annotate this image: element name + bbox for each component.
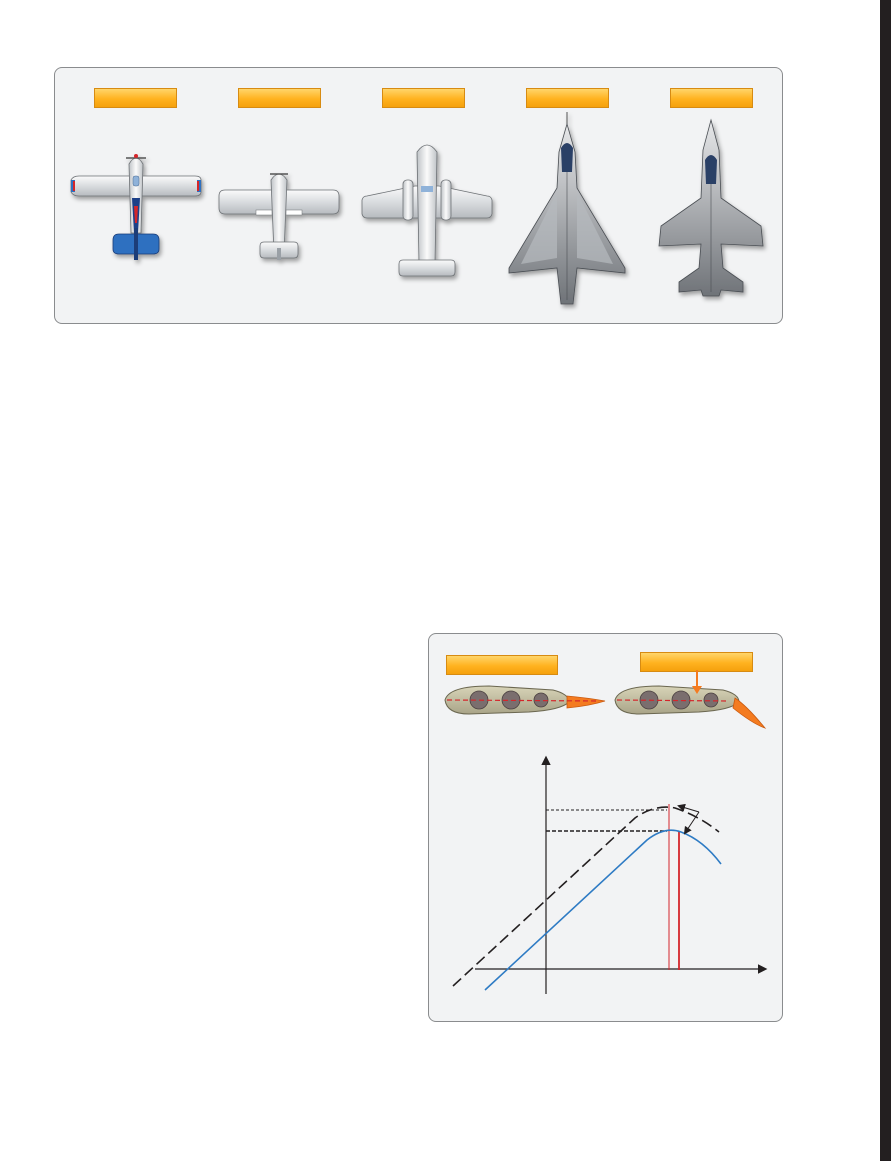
airfoil-flap-extended-icon — [614, 670, 767, 729]
aircraft-label-5 — [670, 88, 753, 108]
lift-curve-flaps-extended — [452, 806, 720, 987]
aircraft-label-2 — [238, 88, 321, 108]
lift-curve-chart — [444, 670, 768, 994]
airfoil-flap-retracted-icon — [444, 685, 606, 715]
twin-jet-straight-wing-icon — [361, 144, 493, 277]
flap-lift-figure — [428, 633, 783, 1022]
page-edge-bar — [880, 0, 891, 1161]
peak-pointer-2 — [683, 811, 700, 835]
swept-wing-fighter-icon — [658, 118, 764, 297]
high-wing-cessna-icon — [218, 173, 340, 260]
aircraft-label-4 — [526, 88, 609, 108]
peak-pointer-1 — [677, 803, 700, 813]
aircraft-drawings — [70, 112, 764, 305]
lift-curve-flaps-retracted — [484, 829, 722, 991]
aircraft-label-1 — [94, 88, 177, 108]
aircraft-label-3 — [382, 88, 465, 108]
wing-planform-figure — [54, 67, 783, 324]
airfoil-label-retracted — [446, 655, 558, 675]
straight-wing-taildragger-icon — [70, 154, 202, 260]
delta-wing-jet-icon — [508, 112, 626, 305]
